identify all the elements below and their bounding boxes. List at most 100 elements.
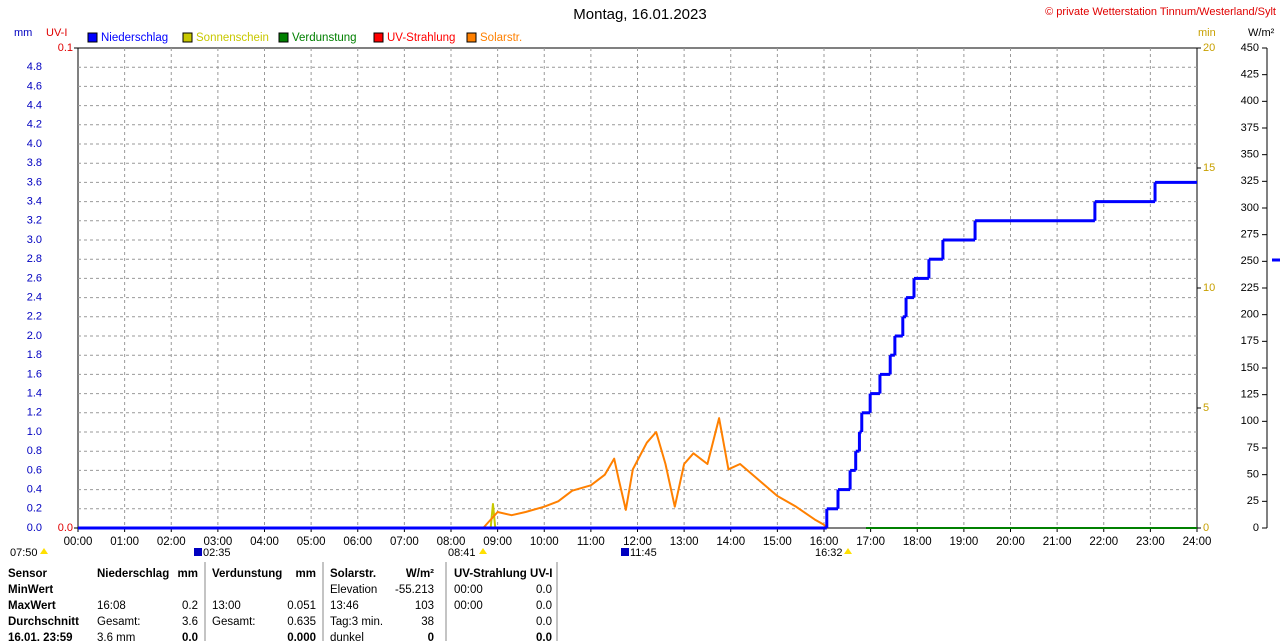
x-tick-label: 04:00 — [250, 536, 279, 548]
table-cell: 16.01. 23:59 — [8, 632, 73, 641]
table-cell: 38 — [421, 616, 434, 628]
table-header: Niederschlag — [97, 568, 169, 580]
y3-axis-unit: W/m² — [1248, 27, 1275, 39]
uv-tick-label: 0.0 — [58, 522, 73, 534]
table-cell: 0.635 — [287, 616, 316, 628]
y3-tick-label: 325 — [1241, 175, 1259, 187]
legend-swatch — [466, 32, 477, 43]
y2-tick-label: 0 — [1203, 522, 1209, 534]
x-tick-label: 09:00 — [483, 536, 512, 548]
table-header: Solarstr. — [330, 568, 376, 580]
y2-tick-label: 5 — [1203, 402, 1209, 414]
y3-tick-label: 0 — [1253, 522, 1259, 534]
x-tick-label: 13:00 — [670, 536, 699, 548]
y-tick-label: 0.0 — [27, 522, 42, 534]
event-markers: 07:50 02:35 08:41 11:45 16:32 — [10, 547, 852, 559]
legend-label: Sonnenschein — [196, 32, 269, 44]
table-cell: 0.051 — [287, 600, 316, 612]
y3-tick-label: 300 — [1241, 202, 1259, 214]
y3-tick-label: 400 — [1241, 95, 1259, 107]
marker-icon — [621, 548, 629, 556]
marker-icon — [844, 548, 852, 554]
y-tick-label: 2.4 — [27, 292, 42, 304]
uv-axis-unit: UV-I — [46, 27, 67, 39]
uv-tick-label: 0.1 — [58, 42, 73, 54]
y3-tick-label: 150 — [1241, 362, 1259, 374]
x-tick-label: 07:00 — [390, 536, 419, 548]
y-tick-label: 3.6 — [27, 176, 42, 188]
x-tick-label: 15:00 — [763, 536, 792, 548]
table-cell: Gesamt: — [212, 616, 255, 628]
y-tick-label: 1.6 — [27, 368, 42, 380]
y3-tick-label: 375 — [1241, 122, 1259, 134]
x-tick-label: 17:00 — [856, 536, 885, 548]
y-tick-label: 2.0 — [27, 330, 42, 342]
x-tick-label: 19:00 — [949, 536, 978, 548]
table-cell: 00:00 — [454, 600, 483, 612]
y-tick-label: 1.4 — [27, 388, 42, 400]
x-tick-label: 02:00 — [157, 536, 186, 548]
table-cell: 0.0 — [182, 632, 198, 641]
table-cell: 0.0 — [536, 584, 552, 596]
x-tick-label: 06:00 — [343, 536, 372, 548]
legend-swatch — [373, 32, 384, 43]
y3-tick-label: 425 — [1241, 69, 1259, 81]
y-tick-label: 4.6 — [27, 80, 42, 92]
series-line — [482, 417, 828, 529]
table-cell: 0 — [428, 632, 434, 641]
table-cell: Elevation — [330, 584, 377, 596]
y3-tick-label: 25 — [1247, 495, 1259, 507]
table-cell: 0.2 — [182, 600, 198, 612]
x-tick-label: 00:00 — [64, 536, 93, 548]
y-tick-label: 2.6 — [27, 272, 42, 284]
table-header: W/m² — [406, 568, 434, 580]
source: © private Wetterstation Tinnum/Westerlan… — [1045, 6, 1276, 18]
table-header: mm — [296, 568, 316, 580]
y-tick-label: 4.4 — [27, 100, 42, 112]
chart-title: Montag, 16.01.2023 — [573, 6, 706, 23]
x-tick-label: 08:00 — [437, 536, 466, 548]
table-header: Verdunstung — [212, 568, 282, 580]
legend-label: Solarstr. — [480, 32, 522, 44]
marker-icon — [479, 548, 487, 554]
y-tick-label: 3.4 — [27, 196, 42, 208]
x-tick-label: 01:00 — [110, 536, 139, 548]
y-axis-unit: mm — [14, 27, 32, 39]
table-cell: 0.0 — [536, 632, 552, 641]
y-tick-label: 0.4 — [27, 484, 42, 496]
y3-tick-label: 50 — [1247, 469, 1259, 481]
stats-table: Sensor Niederschlag mm Verdunstung mm Solarst… — [8, 562, 558, 641]
legend-swatch — [182, 32, 193, 43]
table-cell: Gesamt: — [97, 616, 140, 628]
table-cell: dunkel — [330, 632, 364, 641]
x-tick-label: 12:00 — [623, 536, 652, 548]
y-tick-label: 2.8 — [27, 253, 42, 265]
marker-icon — [194, 548, 202, 556]
table-header: Sensor — [8, 568, 48, 580]
table-cell: 00:00 — [454, 584, 483, 596]
y3-tick-label: 275 — [1241, 229, 1259, 241]
y3-tick-label: 100 — [1241, 415, 1259, 427]
table-cell: 3.6 mm — [97, 632, 135, 641]
marker-label: 08:41 — [448, 547, 476, 559]
x-tick-label: 23:00 — [1136, 536, 1165, 548]
table-cell: MinWert — [8, 584, 53, 596]
y3-tick-label: 200 — [1241, 309, 1259, 321]
y2-tick-label: 10 — [1203, 282, 1215, 294]
x-tick-label: 11:00 — [577, 536, 605, 548]
table-cell: 103 — [415, 600, 434, 612]
y-tick-label: 1.0 — [27, 426, 42, 438]
legend-label: Niederschlag — [101, 32, 168, 44]
table-cell: MaxWert — [8, 600, 56, 612]
sunrise-icon — [40, 548, 48, 554]
y-tick-label: 0.8 — [27, 445, 42, 457]
y-tick-label: 3.0 — [27, 234, 42, 246]
y-tick-label: 1.8 — [27, 349, 42, 361]
x-tick-label: 18:00 — [903, 536, 932, 548]
table-cell: 13:00 — [212, 600, 241, 612]
y-tick-label: 3.8 — [27, 157, 42, 169]
legend-swatch — [278, 32, 289, 43]
y3-tick-label: 75 — [1247, 442, 1259, 454]
